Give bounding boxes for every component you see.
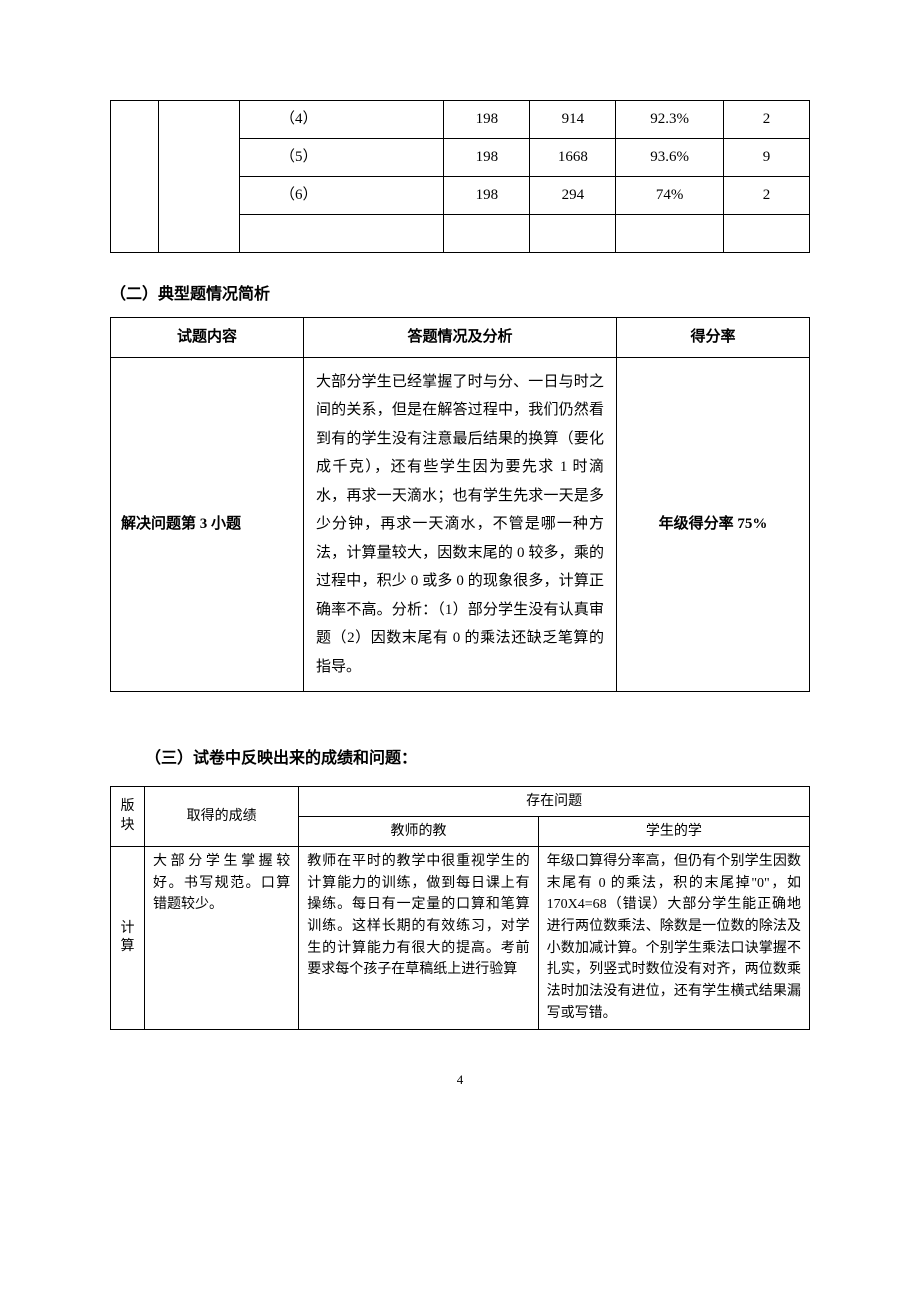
cell-item (240, 215, 444, 253)
teacher-cell: 教师在平时的教学中很重视学生的计算能力的训练，做到每日课上有操练。每日有一定量的… (299, 847, 538, 1030)
empty-cell (111, 101, 159, 253)
cell-value (530, 215, 616, 253)
header-question: 试题内容 (111, 318, 304, 358)
cell-value: 198 (444, 101, 530, 139)
analysis-table: 试题内容 答题情况及分析 得分率 解决问题第 3 小题 大部分学生已经掌握了时与… (110, 317, 810, 692)
analysis-cell: 大部分学生已经掌握了时与分、一日与时之间的关系，但是在解答过程中，我们仍然看到有… (304, 357, 617, 692)
cell-item: （6） (240, 177, 444, 215)
header-score: 得分率 (616, 318, 809, 358)
table-header-row: 版块 取得的成绩 存在问题 (111, 787, 810, 817)
cell-value: 2 (723, 177, 809, 215)
data-table-1: （4） 198 914 92.3% 2 （5） 198 1668 93.6% 9… (110, 100, 810, 253)
score-cell: 年级得分率 75% (616, 357, 809, 692)
cell-value: 9 (723, 139, 809, 177)
cell-value: 914 (530, 101, 616, 139)
student-cell: 年级口算得分率高，但仍有个别学生因数末尾有 0 的乘法，积的末尾掉"0"，如 1… (538, 847, 809, 1030)
block-cell: 计算 (111, 847, 145, 1030)
cell-value: 198 (444, 177, 530, 215)
empty-cell (159, 101, 240, 253)
header-analysis: 答题情况及分析 (304, 318, 617, 358)
cell-value: 92.3% (616, 101, 724, 139)
cell-value (444, 215, 530, 253)
cell-value: 2 (723, 101, 809, 139)
header-problems: 存在问题 (299, 787, 810, 817)
table-header-row: 试题内容 答题情况及分析 得分率 (111, 318, 810, 358)
question-cell: 解决问题第 3 小题 (111, 357, 304, 692)
problems-table: 版块 取得的成绩 存在问题 教师的教 学生的学 计算 大部分学生掌握较好。书写规… (110, 786, 810, 1030)
table-row: （4） 198 914 92.3% 2 (111, 101, 810, 139)
header-block: 版块 (111, 787, 145, 847)
section-2-heading: （二）典型题情况简析 (110, 283, 810, 307)
cell-value: 74% (616, 177, 724, 215)
page-number: 4 (110, 1070, 810, 1090)
table-row: 计算 大部分学生掌握较好。书写规范。口算错题较少。 教师在平时的教学中很重视学生… (111, 847, 810, 1030)
cell-value: 1668 (530, 139, 616, 177)
section-3-heading: （三）试卷中反映出来的成绩和问题： (145, 747, 810, 771)
cell-item: （5） (240, 139, 444, 177)
cell-value (723, 215, 809, 253)
cell-item: （4） (240, 101, 444, 139)
header-teacher: 教师的教 (299, 817, 538, 847)
cell-value: 93.6% (616, 139, 724, 177)
achieve-cell: 大部分学生掌握较好。书写规范。口算错题较少。 (145, 847, 299, 1030)
header-achieve: 取得的成绩 (145, 787, 299, 847)
cell-value: 198 (444, 139, 530, 177)
cell-value (616, 215, 724, 253)
cell-value: 294 (530, 177, 616, 215)
table-row: 解决问题第 3 小题 大部分学生已经掌握了时与分、一日与时之间的关系，但是在解答… (111, 357, 810, 692)
header-student: 学生的学 (538, 817, 809, 847)
